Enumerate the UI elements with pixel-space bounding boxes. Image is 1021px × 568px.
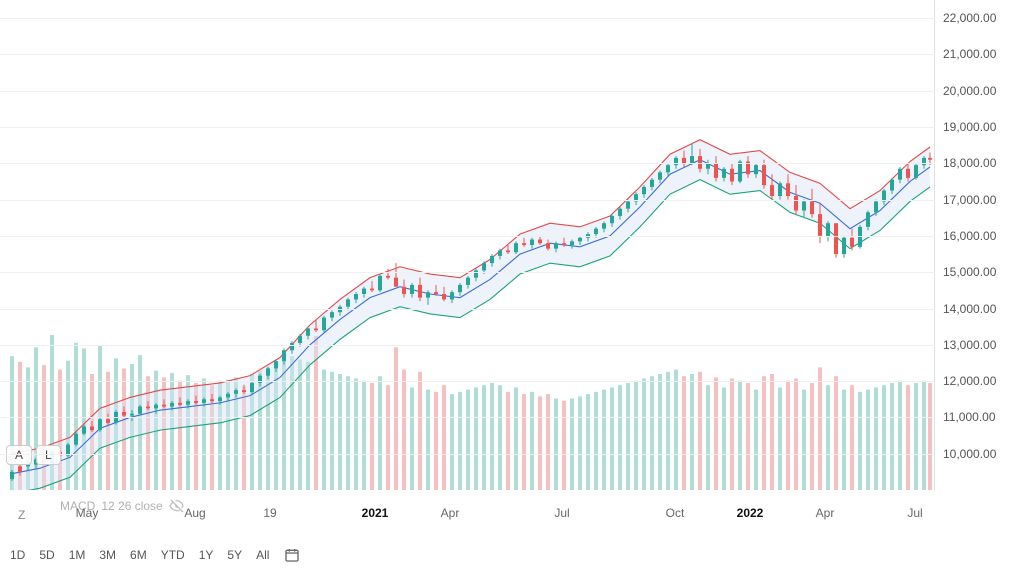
ytick-label: 10,000.00	[943, 447, 996, 461]
range-ytd[interactable]: YTD	[155, 544, 191, 566]
ytick-label: 11,000.00	[943, 410, 996, 424]
time-x-axis: May Aug 19 2021 Apr Jul Oct 2022 Apr Jul	[0, 506, 935, 526]
l-toggle[interactable]: L	[36, 445, 61, 465]
range-1m[interactable]: 1M	[63, 544, 92, 566]
range-1d[interactable]: 1D	[4, 544, 31, 566]
a-toggle[interactable]: A	[6, 445, 32, 465]
stock-chart: A L 10,000.00 11,000.00 12,000.00 13,000.00…	[0, 0, 1021, 568]
ytick-label: 16,000.00	[943, 229, 996, 243]
xtick-label: 2022	[737, 506, 764, 520]
ytick-label: 12,000.00	[943, 374, 996, 388]
range-6m[interactable]: 6M	[124, 544, 153, 566]
ytick-label: 20,000.00	[943, 84, 996, 98]
al-toggle-group: A L	[6, 445, 61, 465]
ytick-label: 13,000.00	[943, 338, 996, 352]
ytick-label: 19,000.00	[943, 120, 996, 134]
ytick-label: 22,000.00	[943, 11, 996, 25]
calendar-icon[interactable]	[283, 546, 301, 564]
range-1y[interactable]: 1Y	[193, 544, 220, 566]
range-3m[interactable]: 3M	[93, 544, 122, 566]
range-toolbar: 1D 5D 1M 3M 6M YTD 1Y 5Y All	[4, 544, 301, 566]
xtick-label: 19	[263, 506, 276, 520]
range-all[interactable]: All	[250, 544, 275, 566]
xtick-label: 2021	[362, 506, 389, 520]
range-5d[interactable]: 5D	[33, 544, 60, 566]
ytick-label: 14,000.00	[943, 302, 996, 316]
price-y-axis: 10,000.00 11,000.00 12,000.00 13,000.00 14,0…	[935, 0, 1021, 490]
xtick-label: Jul	[907, 506, 922, 520]
xtick-label: Jul	[554, 506, 569, 520]
ytick-label: 15,000.00	[943, 265, 996, 279]
chart-plot-area[interactable]: A L	[0, 0, 935, 490]
range-5y[interactable]: 5Y	[221, 544, 248, 566]
xtick-label: May	[76, 506, 99, 520]
xtick-label: Apr	[816, 506, 835, 520]
ytick-label: 17,000.00	[943, 193, 996, 207]
xtick-label: Oct	[666, 506, 685, 520]
xtick-label: Aug	[184, 506, 205, 520]
ytick-label: 18,000.00	[943, 156, 996, 170]
xtick-label: Apr	[441, 506, 460, 520]
ytick-label: 21,000.00	[943, 47, 996, 61]
